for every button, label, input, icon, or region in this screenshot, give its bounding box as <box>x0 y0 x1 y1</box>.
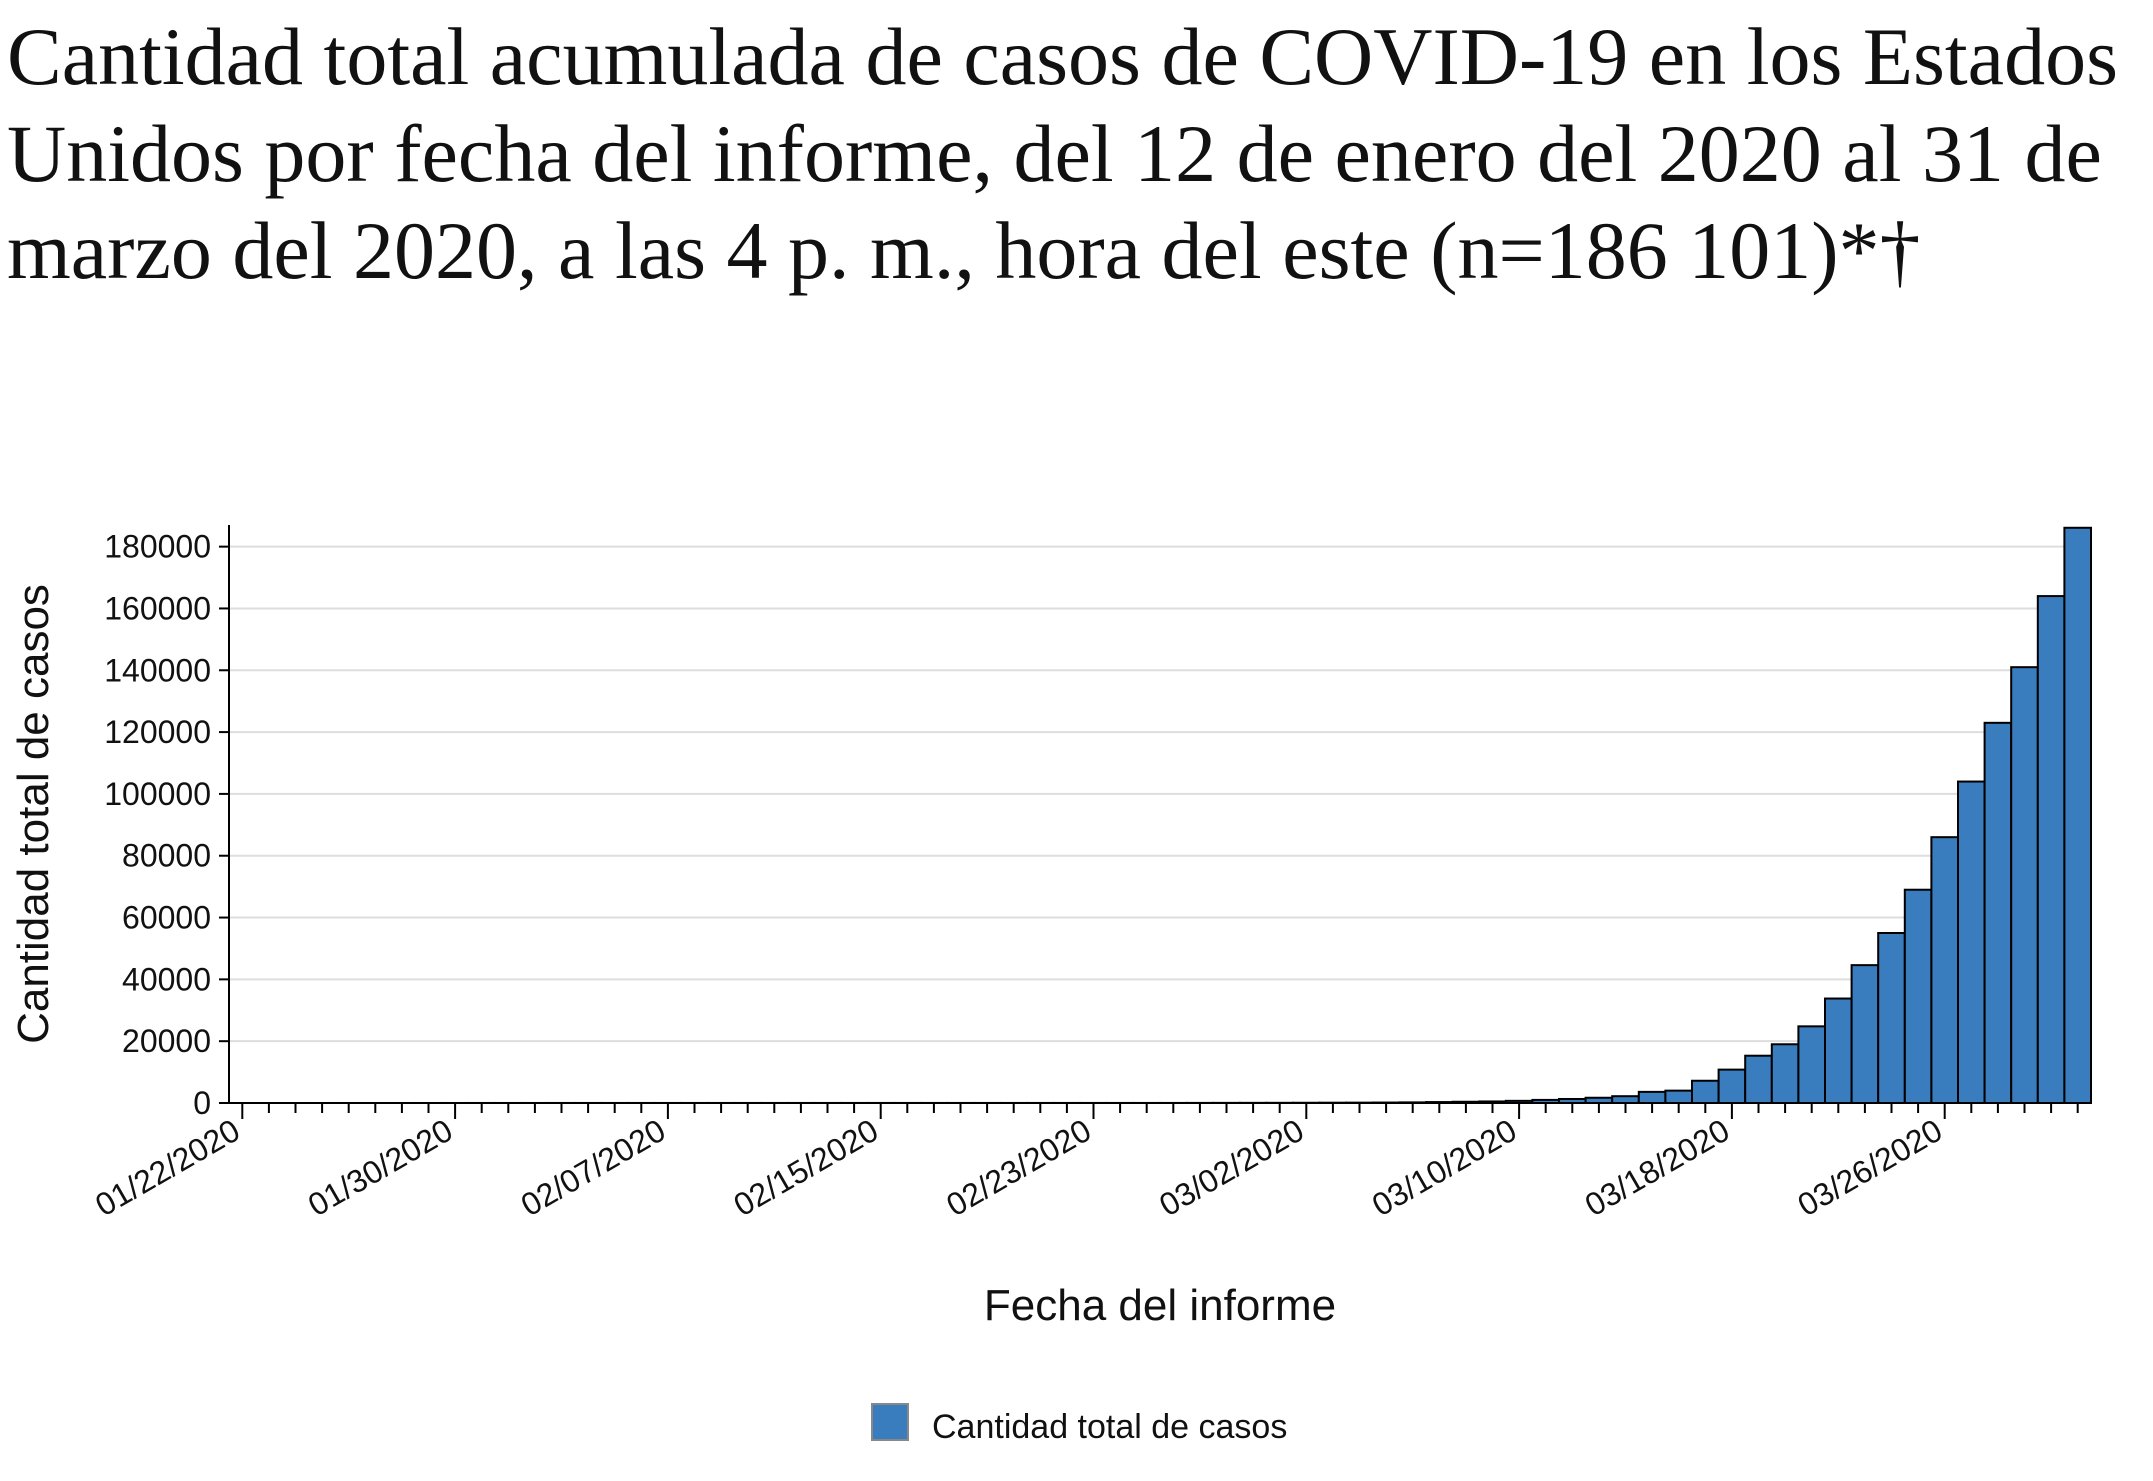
bar <box>1637 1090 1667 1104</box>
bar <box>1850 964 1880 1104</box>
bar <box>1664 1089 1694 1104</box>
bar <box>1930 836 1960 1104</box>
bar <box>1957 780 1986 1105</box>
y-tick-label: 180000 <box>104 529 211 565</box>
y-tick-label: 160000 <box>104 590 211 626</box>
y-axis-title: Cantidad total de casos <box>9 584 58 1044</box>
y-tick-label: 100000 <box>104 776 211 812</box>
x-tick-label: 01/30/2020 <box>302 1112 459 1223</box>
x-axis-title: Fecha del informe <box>984 1281 1336 1330</box>
x-tick-label: 03/02/2020 <box>1153 1112 1310 1223</box>
legend-swatch <box>871 1403 909 1441</box>
y-tick-label: 80000 <box>122 838 211 874</box>
x-tick-label: 02/23/2020 <box>940 1112 1097 1223</box>
y-tick-label: 0 <box>193 1085 211 1121</box>
x-tick-label: 03/10/2020 <box>1366 1112 1523 1223</box>
bar <box>1691 1079 1720 1105</box>
bar <box>1903 888 1933 1105</box>
bar <box>1611 1095 1640 1104</box>
bar <box>1824 997 1853 1105</box>
y-tick-label: 120000 <box>104 714 211 750</box>
bar <box>1797 1025 1827 1105</box>
bar <box>1717 1068 1747 1104</box>
legend-label: Cantidad total de casos <box>932 1408 1287 1446</box>
bar <box>1877 932 1906 1104</box>
chart-title: Cantidad total acumulada de casos de COV… <box>7 11 2118 296</box>
x-tick-label: 03/26/2020 <box>1792 1112 1949 1223</box>
bar <box>2010 666 2039 1104</box>
bar <box>1744 1054 1773 1105</box>
x-tick-label: 02/07/2020 <box>515 1112 672 1223</box>
y-tick-label: 60000 <box>122 900 211 936</box>
x-tick-label: 02/15/2020 <box>728 1112 885 1223</box>
x-tick-label: 03/18/2020 <box>1579 1112 1736 1223</box>
y-tick-label: 40000 <box>122 961 211 997</box>
bar <box>1983 721 2013 1104</box>
bar <box>2036 595 2066 1104</box>
y-tick-label: 140000 <box>104 652 211 688</box>
bar <box>1770 1043 1800 1104</box>
bar <box>2063 526 2092 1104</box>
x-tick-label: 01/22/2020 <box>89 1112 246 1223</box>
y-tick-label: 20000 <box>122 1023 211 1059</box>
